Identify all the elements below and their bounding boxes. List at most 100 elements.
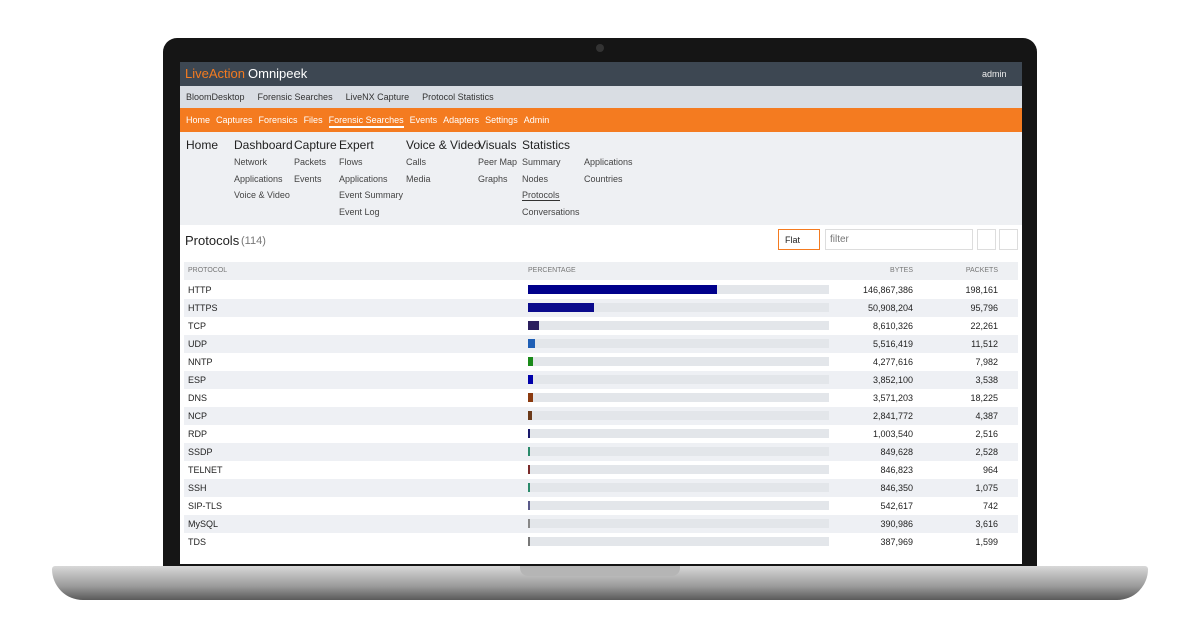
filter-placeholder: filter (830, 234, 849, 245)
download-button[interactable] (977, 229, 996, 250)
filter-input[interactable] (825, 229, 973, 250)
screen: LiveAction Omnipeek admin Protocols (114… (180, 62, 1022, 564)
bytes: 3,571,203 (872, 393, 913, 403)
menu-item[interactable]: Network (234, 157, 268, 167)
column-header[interactable]: PERCENTAGE (528, 267, 576, 274)
bytes: 542,617 (880, 501, 913, 511)
user-menu[interactable]: admin (982, 69, 1007, 79)
table-header (184, 262, 1018, 280)
packets: 95,796 (970, 303, 998, 313)
nav-item[interactable]: Events (409, 115, 438, 125)
percentage-bar (528, 501, 530, 510)
refresh-button[interactable] (999, 229, 1018, 250)
menu-item[interactable]: Applications (339, 173, 388, 184)
packets: 3,616 (975, 519, 998, 529)
top-bar (180, 62, 1022, 86)
bar-track (528, 393, 829, 402)
bar-track (528, 519, 829, 528)
protocol-name: ESP (188, 375, 207, 385)
packets: 2,528 (975, 447, 998, 457)
view-select[interactable] (778, 229, 820, 250)
menu-item[interactable]: Graphs (478, 173, 508, 184)
percentage-bar (528, 285, 718, 294)
packets: 964 (982, 465, 998, 475)
menu-title[interactable]: Capture (294, 138, 337, 152)
menu-item[interactable]: Media (406, 173, 431, 184)
bytes: 390,986 (880, 519, 913, 529)
protocol-name: HTTPS (188, 303, 218, 313)
nav-item[interactable]: Forensics (258, 115, 298, 125)
panel-title: Protocols (185, 233, 240, 248)
bar-track (528, 465, 829, 474)
menu-item[interactable]: Event Summary (339, 190, 404, 200)
bytes: 50,908,204 (867, 303, 913, 313)
packets: 18,225 (970, 393, 998, 403)
column-header: PACKETS (965, 267, 998, 274)
percentage-bar (528, 537, 530, 546)
bytes: 849,628 (880, 447, 913, 457)
protocol-name: TELNET (188, 465, 223, 475)
logo-brand: LiveAction (185, 66, 245, 81)
breadcrumb-item[interactable]: Protocol Statistics (422, 92, 494, 102)
menu-item[interactable]: Events (294, 173, 322, 184)
breadcrumb-item[interactable]: Forensic Searches (257, 92, 333, 102)
packets: 4,387 (975, 411, 998, 421)
nav-item[interactable]: Adapters (443, 115, 480, 125)
menu-title[interactable]: Dashboard (234, 138, 293, 152)
menu-item[interactable]: Voice & Video (234, 190, 290, 200)
packets: 7,982 (975, 357, 998, 367)
menu-item[interactable]: Nodes (522, 173, 549, 184)
percentage-bar (528, 483, 530, 492)
menu-item[interactable]: Packets (294, 157, 327, 167)
bar-track (528, 339, 829, 348)
breadcrumb-item[interactable]: LiveNX Capture (345, 92, 410, 102)
menu-title[interactable]: Home (186, 138, 219, 152)
protocol-name: TCP (188, 321, 206, 331)
percentage-bar (528, 519, 530, 528)
bar-track (528, 429, 829, 438)
bar-track (528, 357, 829, 366)
percentage-bar (528, 357, 534, 366)
protocol-name: NCP (188, 411, 208, 421)
menu-area (180, 132, 1022, 225)
menu-item[interactable]: Countries (584, 173, 623, 184)
protocol-name: SSH (188, 483, 207, 493)
bar-track (528, 501, 829, 510)
nav-item[interactable]: Settings (485, 115, 518, 125)
protocol-name: MySQL (188, 519, 219, 529)
menu-item[interactable]: Conversations (522, 206, 580, 217)
menu-item[interactable]: Peer Map (478, 157, 518, 167)
menu-item[interactable]: Summary (522, 157, 561, 167)
menu-item[interactable]: Flows (339, 157, 363, 167)
protocol-name: SIP-TLS (188, 501, 223, 511)
bar-track (528, 375, 829, 384)
menu-item[interactable]: Applications (234, 173, 283, 184)
packets: 3,538 (975, 375, 998, 385)
percentage-bar (528, 393, 533, 402)
bar-track (528, 483, 829, 492)
bytes: 846,350 (880, 483, 913, 493)
protocol-name: RDP (188, 429, 208, 439)
menu-title[interactable]: Expert (339, 138, 374, 152)
percentage-bar (528, 321, 540, 330)
menu-item[interactable]: Event Log (339, 206, 380, 217)
menu-item[interactable]: Protocols (522, 190, 560, 201)
percentage-bar (528, 375, 533, 384)
base-notch (520, 566, 680, 576)
packets: 1,599 (975, 537, 998, 547)
nav-item[interactable]: Admin (523, 115, 550, 125)
nav-item[interactable]: Files (303, 115, 323, 125)
breadcrumb-item[interactable]: BloomDesktop (186, 92, 245, 102)
packets: 22,261 (970, 321, 998, 331)
nav-item[interactable]: Forensic Searches (328, 115, 404, 128)
menu-title[interactable]: Statistics (522, 138, 571, 152)
percentage-bar (528, 465, 530, 474)
menu-item[interactable]: Calls (406, 157, 427, 167)
nav-item[interactable]: Captures (216, 115, 253, 125)
menu-item[interactable]: Applications (584, 157, 633, 167)
nav-item[interactable]: Home (186, 115, 211, 125)
camera (596, 44, 604, 52)
menu-title[interactable]: Visuals (478, 138, 517, 152)
menu-title[interactable]: Voice & Video (406, 138, 481, 152)
